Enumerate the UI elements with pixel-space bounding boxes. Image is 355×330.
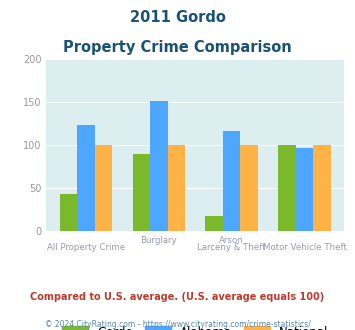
Bar (95, 145, 112, 231)
Text: Larceny & Theft: Larceny & Theft (197, 243, 266, 251)
Legend: Gordo, Alabama, National: Gordo, Alabama, National (62, 326, 329, 330)
Bar (313, 145, 331, 231)
Bar (132, 154, 150, 231)
Bar (206, 215, 223, 231)
Bar (168, 145, 185, 231)
Text: Property Crime Comparison: Property Crime Comparison (63, 40, 292, 54)
Bar (278, 145, 296, 231)
Text: Compared to U.S. average. (U.S. average equals 100): Compared to U.S. average. (U.S. average … (31, 292, 324, 302)
Text: © 2024 CityRating.com - https://www.cityrating.com/crime-statistics/: © 2024 CityRating.com - https://www.city… (45, 320, 310, 329)
Bar (296, 148, 313, 231)
Bar (223, 131, 240, 231)
Text: All Property Crime: All Property Crime (47, 243, 125, 251)
Text: Arson: Arson (219, 236, 244, 245)
Bar (240, 145, 258, 231)
Text: Burglary: Burglary (141, 236, 177, 245)
Text: 2011 Gordo: 2011 Gordo (130, 10, 225, 25)
Bar (150, 101, 168, 231)
Bar (60, 194, 77, 231)
Text: Motor Vehicle Theft: Motor Vehicle Theft (263, 243, 346, 251)
Bar (77, 125, 95, 231)
